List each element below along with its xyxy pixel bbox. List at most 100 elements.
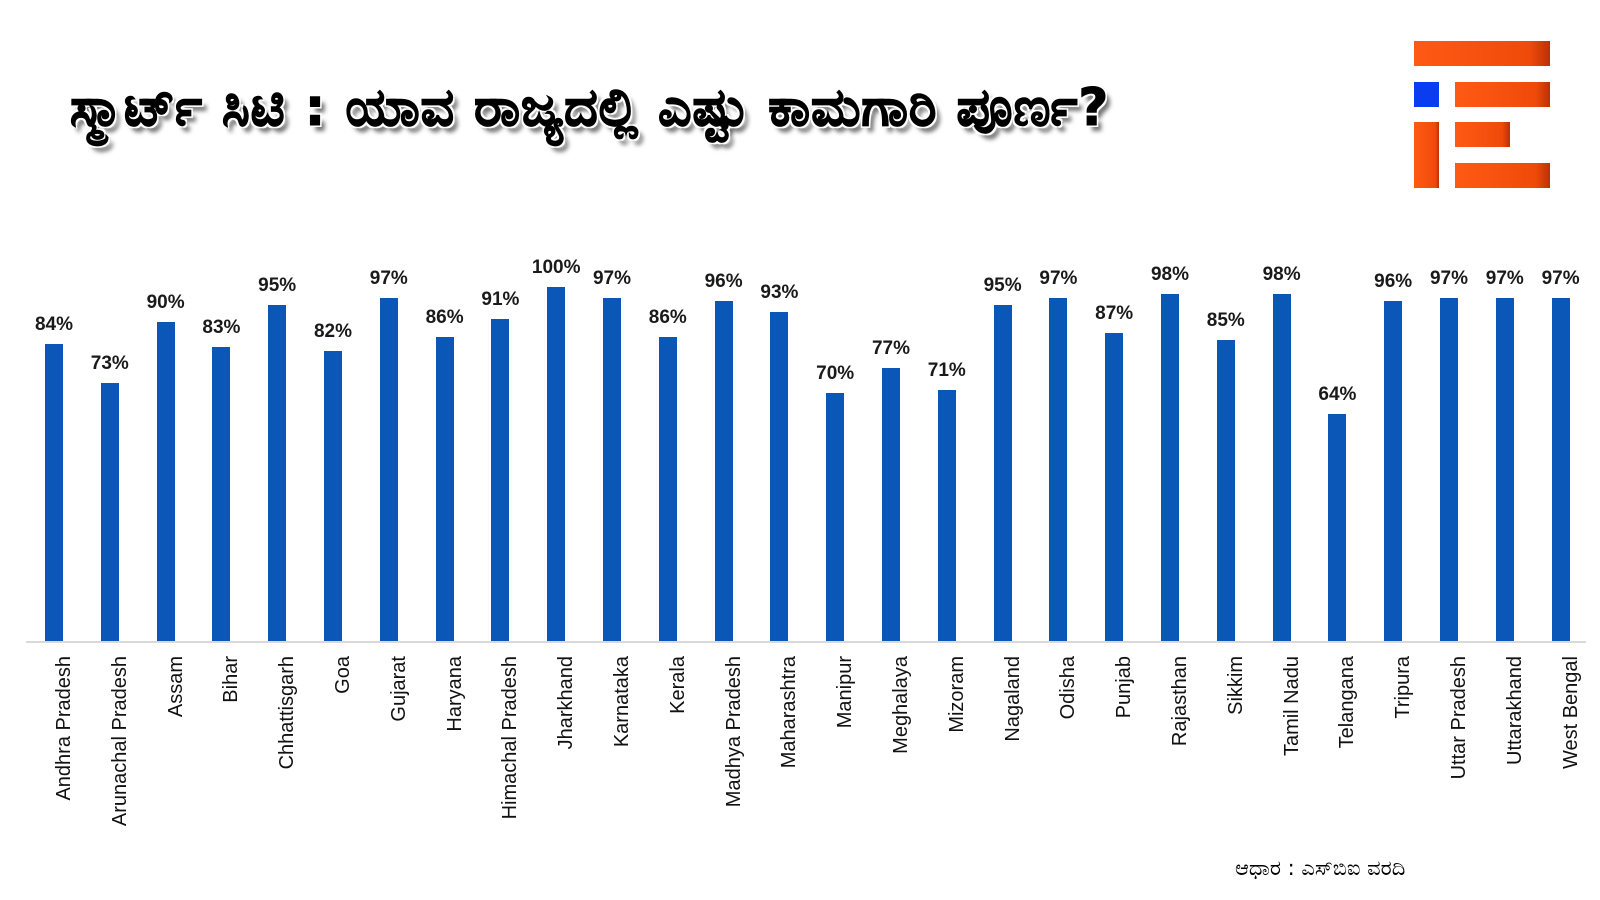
bar: [379, 298, 398, 641]
bar: [882, 368, 900, 641]
bar-value-label: 77%: [871, 338, 911, 359]
category-label: Maharashtra: [778, 656, 801, 769]
bar-value-label: 91%: [481, 289, 520, 310]
bar: [937, 390, 956, 641]
bar-group: 70% Manipur: [807, 0, 863, 900]
category-label: Gujarat: [387, 656, 410, 722]
category-label: West Bengal: [1559, 656, 1582, 770]
category-label: Kerala: [666, 656, 689, 714]
logo-bar-short: [1455, 122, 1510, 147]
bar-group: 97% Gujarat: [361, 0, 417, 900]
bar: [1551, 298, 1570, 641]
bar-value-label: 95%: [983, 275, 1022, 296]
bar-value-label: 83%: [202, 317, 241, 338]
category-label: Telangana: [1336, 656, 1359, 749]
bar: [324, 351, 342, 641]
bar-value-label: 86%: [648, 307, 687, 328]
logo-bar-mid: [1455, 82, 1550, 107]
bar-value-label: 97%: [1541, 268, 1580, 289]
bar-value-label: 95%: [258, 275, 297, 296]
bar-group: 90% Assam: [138, 0, 194, 900]
category-label: Andhra Pradesh: [53, 656, 75, 801]
bar: [1216, 340, 1235, 641]
bar: [1440, 298, 1458, 641]
bar-group: 86% Kerala: [640, 0, 696, 900]
category-label: Tamil Nadu: [1280, 656, 1303, 757]
bar: [1328, 414, 1347, 641]
bar-group: 96% Tripura: [1365, 0, 1421, 900]
chart-title: ಸ್ಮಾರ್ಟ್ ಸಿಟಿ : ಯಾವ ರಾಜ್ಯದಲ್ಲಿ ಎಷ್ಟು ಕಾಮ…: [69, 78, 1110, 139]
bar-value-label: 96%: [704, 271, 743, 292]
category-label: Madhya Pradesh: [722, 656, 745, 808]
bar-value-label: 98%: [1150, 264, 1190, 285]
category-label: Bihar: [220, 656, 243, 703]
category-label: Goa: [332, 656, 354, 694]
category-label: Mizoram: [945, 656, 968, 733]
bar: [212, 347, 231, 641]
bar-group: 98% Rajasthan: [1142, 0, 1198, 900]
bar-group: 64% Telangana: [1309, 0, 1365, 900]
category-label: Assam: [164, 656, 187, 718]
bar-value-label: 97%: [1429, 268, 1469, 289]
bar-group: 83% Bihar: [193, 0, 249, 900]
bar-value-label: 97%: [592, 268, 632, 289]
bar: [268, 305, 287, 641]
bar-value-label: 82%: [313, 321, 353, 342]
bar: [156, 322, 175, 641]
bar-value-label: 85%: [1206, 310, 1245, 331]
bar-group: 84% Andhra Pradesh: [26, 0, 82, 900]
bar-group: 91% Himachal Pradesh: [472, 0, 528, 900]
bar-group: 97% West Bengal: [1533, 0, 1589, 900]
bar-value-label: 100%: [531, 257, 581, 278]
bar: [1495, 298, 1514, 641]
bar-group: 98% Tamil Nadu: [1254, 0, 1310, 900]
category-label: Uttarakhand: [1503, 656, 1526, 765]
bar: [1384, 301, 1403, 641]
bar: [547, 287, 566, 641]
bar: [491, 319, 510, 641]
bar: [1272, 294, 1291, 641]
category-label: Rajasthan: [1169, 656, 1191, 747]
category-label: Nagaland: [1001, 656, 1024, 742]
logo-bar-bottom: [1455, 163, 1550, 188]
bar-value-label: 87%: [1095, 303, 1134, 324]
bar-group: 93% Maharashtra: [751, 0, 807, 900]
bar-group: 97% Uttar Pradesh: [1421, 0, 1477, 900]
bar-value-label: 98%: [1262, 264, 1301, 285]
bar-group: 100% Jharkhand: [528, 0, 584, 900]
bar-group: 85% Sikkim: [1198, 0, 1254, 900]
category-label: Odisha: [1057, 656, 1080, 720]
bar-value-label: 93%: [760, 282, 799, 303]
bar-group: 97% Uttarakhand: [1477, 0, 1533, 900]
bar-group: 82% Goa: [305, 0, 361, 900]
bar-value-label: 71%: [927, 360, 966, 381]
x-axis-line: [26, 641, 1586, 643]
bar-group: 95% Nagaland: [975, 0, 1031, 900]
category-label: Manipur: [834, 656, 857, 729]
bar: [714, 301, 733, 641]
bar: [603, 298, 621, 641]
category-label: Chhattisgarh: [276, 656, 299, 770]
bar-group: 71% Mizoram: [919, 0, 975, 900]
bar: [100, 383, 119, 641]
category-label: Himachal Pradesh: [499, 656, 522, 820]
category-label: Karnataka: [611, 656, 633, 748]
logo-stem: [1414, 122, 1439, 188]
bar-group: 97% Odisha: [1030, 0, 1086, 900]
logo-blue-square: [1414, 82, 1439, 107]
bar: [826, 393, 845, 641]
bar-value-label: 84%: [34, 314, 74, 335]
bar-group: 96% Madhya Pradesh: [696, 0, 752, 900]
bar: [1105, 333, 1124, 641]
category-label: Sikkim: [1224, 656, 1247, 715]
category-label: Tripura: [1392, 656, 1415, 719]
bar: [993, 305, 1012, 641]
bar-group: 86% Haryana: [417, 0, 473, 900]
ie-logo: [1414, 41, 1552, 189]
source-note: ಆಧಾರ : ಎಸ್‌ಬಿಐ ವರದಿ: [1235, 856, 1406, 880]
bar: [1161, 294, 1179, 641]
bar-value-label: 64%: [1318, 384, 1357, 405]
bar-value-label: 97%: [1039, 268, 1078, 289]
category-label: Jharkhand: [555, 656, 578, 750]
